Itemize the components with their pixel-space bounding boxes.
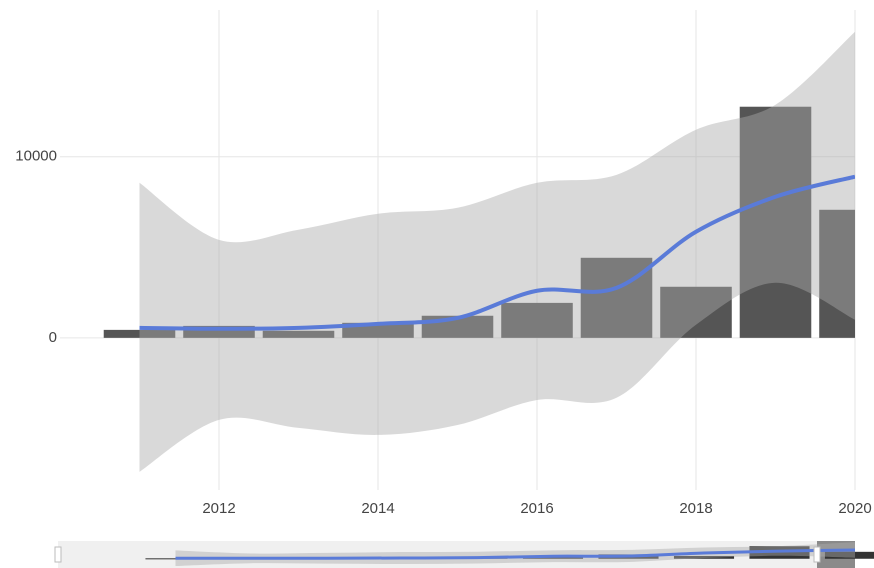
slider-bar	[522, 556, 584, 559]
y-tick-label: 10000	[15, 148, 57, 165]
range-slider[interactable]	[54, 541, 874, 568]
x-tick-label: 2018	[679, 500, 712, 517]
bar	[183, 325, 255, 338]
slider-handle-left[interactable]	[54, 546, 62, 563]
bar	[819, 209, 855, 338]
x-tick-label: 2012	[202, 500, 235, 517]
slider-bar	[824, 551, 874, 559]
bar	[660, 286, 732, 338]
trend-line	[139, 174, 855, 331]
bar	[580, 257, 653, 338]
x-tick-label: 2020	[838, 500, 871, 517]
slider-background	[58, 541, 855, 568]
x-tick-label: 2014	[361, 500, 394, 517]
bar	[262, 330, 335, 338]
x-tick-label: 2016	[520, 500, 553, 517]
slider-handle-right[interactable]	[813, 546, 821, 563]
slider-bar	[673, 555, 735, 559]
confidence-band	[139, 31, 855, 472]
bar	[739, 106, 812, 338]
slider-band	[175, 542, 855, 567]
axes: 2012 2014 2016 2018 2020 0 10000	[15, 148, 871, 517]
plot-area	[103, 31, 855, 472]
slider-trend	[175, 548, 856, 560]
bar	[103, 329, 176, 338]
y-tick-label: 0	[49, 329, 57, 346]
bar	[501, 302, 573, 338]
